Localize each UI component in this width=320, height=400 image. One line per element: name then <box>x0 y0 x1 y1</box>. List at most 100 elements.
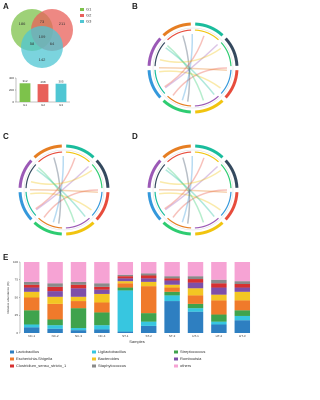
segment <box>154 191 166 216</box>
chord <box>35 157 76 210</box>
segment <box>95 159 110 188</box>
chord <box>164 165 219 211</box>
bar-segment <box>164 280 180 285</box>
bar <box>37 84 49 102</box>
legend-label: others <box>180 363 191 368</box>
chord <box>164 35 205 88</box>
bar-segment <box>70 288 87 297</box>
bar-segment <box>70 328 87 331</box>
legend-swatch <box>80 8 84 11</box>
chord <box>166 45 205 101</box>
bar <box>19 83 31 102</box>
bar-segment <box>23 262 40 282</box>
x-tick-label: NC-4 <box>98 334 105 338</box>
legend-swatch <box>174 357 178 361</box>
bar-segment <box>211 314 227 322</box>
bar-segment <box>140 273 157 276</box>
x-tick-label: HT-1 <box>192 334 199 338</box>
y-tick-label: 0 <box>12 100 14 104</box>
chord <box>164 157 205 210</box>
x-tick-label: NC-3 <box>75 334 82 338</box>
bar-segment <box>187 308 204 312</box>
segment <box>220 164 232 189</box>
segment <box>220 191 232 216</box>
chord <box>158 188 227 194</box>
bar-segment <box>94 293 110 303</box>
chord <box>158 66 227 72</box>
chord <box>159 192 221 211</box>
bar-segment <box>94 286 110 290</box>
value-label: 312 <box>22 79 27 83</box>
chord <box>159 47 222 63</box>
bar-segment <box>117 278 134 282</box>
bar-segment <box>187 262 204 277</box>
legend-swatch <box>174 364 178 368</box>
segment <box>194 29 219 41</box>
panel-label: A <box>3 2 9 11</box>
bar-segment <box>164 295 180 302</box>
bar-segment <box>187 282 204 289</box>
chord <box>52 155 65 223</box>
legend-label: Clostridium_sensu_stricto_1 <box>16 363 67 368</box>
legend-label: G1 <box>86 7 92 12</box>
bar-segment <box>164 262 180 277</box>
legend-label: Escherichia-Shigella <box>16 356 53 361</box>
x-tick-label: HT-2 <box>216 334 223 338</box>
segment <box>18 192 33 221</box>
bar-segment <box>211 283 227 288</box>
bar-segment <box>70 296 87 302</box>
y-tick-label: 400 <box>9 76 14 80</box>
bar-segment <box>47 286 63 292</box>
legend-label: Ligilactobacillus <box>98 349 126 354</box>
legend-swatch <box>92 357 96 361</box>
chord <box>172 189 228 218</box>
venn-count: 211 <box>59 21 66 26</box>
bar-segment <box>47 325 63 329</box>
segment <box>195 221 224 236</box>
legend-label: Streptococcus <box>180 349 205 354</box>
bar-segment <box>117 274 134 277</box>
bar-segment <box>234 315 251 321</box>
segment <box>65 217 90 229</box>
segment <box>66 221 95 236</box>
chord <box>36 169 86 218</box>
chord <box>159 169 222 185</box>
bar-segment <box>211 279 227 284</box>
bar-segment <box>94 289 110 294</box>
segment <box>38 217 63 229</box>
venn-count: 186 <box>19 21 26 26</box>
bar-segment <box>94 302 110 313</box>
bar-segment <box>47 303 63 320</box>
y-tick-label: 50 <box>15 295 19 299</box>
bar-segment <box>164 284 180 288</box>
chord <box>37 167 76 223</box>
chord <box>165 47 215 96</box>
bar-segment <box>117 283 134 288</box>
bar-segment <box>117 290 134 332</box>
bar-segment <box>234 287 251 292</box>
venn-count: 142 <box>39 57 46 62</box>
chord <box>159 70 221 89</box>
chord <box>164 43 219 89</box>
bar-segment <box>187 288 204 296</box>
ring <box>152 27 234 109</box>
bar-segment <box>94 283 110 287</box>
x-tick-label: G3 <box>59 103 63 107</box>
x-tick-label: ST-1 <box>122 334 129 338</box>
bar-segment <box>187 295 204 304</box>
chord <box>166 167 205 223</box>
segment <box>33 144 62 159</box>
segment <box>147 37 162 66</box>
legend-swatch <box>80 14 84 17</box>
x-tick-label: G2 <box>41 103 45 107</box>
x-tick-label: ST-3 <box>169 334 176 338</box>
bar-segment <box>164 276 180 279</box>
bar-segment <box>164 287 180 292</box>
bar-segment <box>211 321 227 325</box>
bar-segment <box>117 331 134 333</box>
bar-segment <box>234 281 251 285</box>
segment <box>25 191 37 216</box>
y-tick-label: 25 <box>15 313 19 317</box>
bar-segment <box>94 262 110 284</box>
y-axis-label: Relative abundance (%) <box>6 281 10 313</box>
